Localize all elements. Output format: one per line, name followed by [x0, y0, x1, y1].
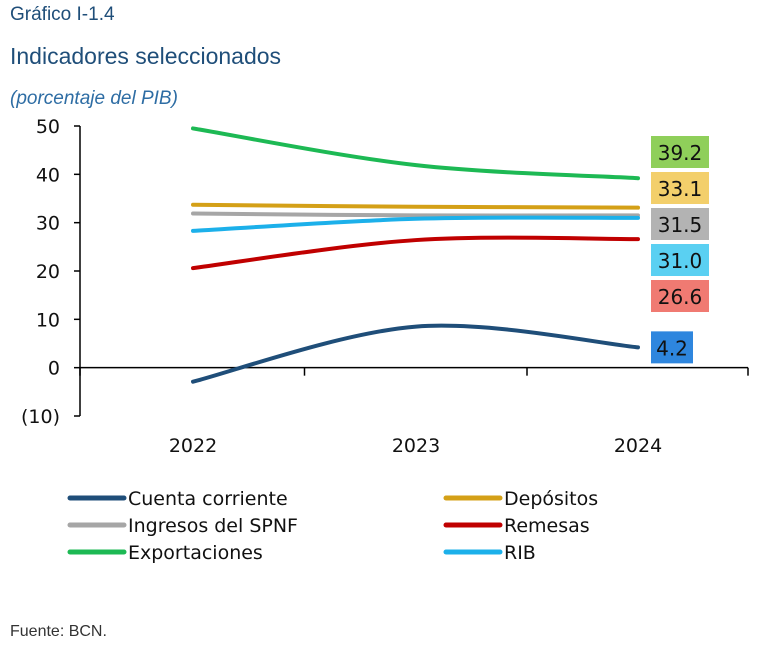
x-tick-label: 2022 [169, 435, 217, 457]
end-label-group: 26.6 [651, 280, 709, 312]
x-tick-label: 2023 [392, 435, 440, 457]
end-label-group: 31.0 [651, 244, 709, 276]
end-label-value: 39.2 [658, 141, 703, 165]
series-line-ingresos-del-spnf [191, 211, 640, 218]
y-tick-label: 10 [36, 309, 60, 331]
chart-subtitle: (porcentaje del PIB) [10, 88, 178, 109]
end-label-box [651, 331, 693, 364]
source-note: Fuente: BCN. [10, 623, 107, 640]
y-tick-label: 20 [36, 261, 60, 283]
chart-series [191, 126, 640, 384]
y-tick-label: 30 [36, 213, 60, 235]
legend-item: Exportaciones [67, 542, 263, 564]
end-label-box [651, 208, 709, 240]
chart-legend: Cuenta corriente Ingresos del SPNF Exporta… [67, 488, 598, 564]
series-line-cuenta-corriente [191, 323, 640, 384]
end-label-value: 4.2 [656, 336, 688, 360]
legend-label: Remesas [504, 515, 590, 537]
legend-label: Exportaciones [128, 542, 263, 564]
y-tick-label: 0 [48, 358, 60, 380]
chart-axes: (10) 0 10 20 30 40 50 2022 2023 2024 [21, 116, 749, 457]
line-chart: (10) 0 10 20 30 40 50 2022 2023 2024 39.2 33.1 31.5… [21, 116, 749, 564]
legend-item: Remesas [443, 515, 590, 537]
x-tick-label: 2024 [614, 435, 662, 457]
end-label-box [651, 172, 709, 204]
chart-title: Indicadores seleccionados [10, 43, 282, 69]
end-label-value: 33.1 [658, 177, 703, 201]
end-label-group: 33.1 [651, 172, 709, 204]
y-tick-label: (10) [21, 406, 60, 428]
value-labels: 39.2 33.1 31.5 31.0 26.6 4.2 [651, 136, 709, 364]
end-label-group: 31.5 [651, 208, 709, 240]
end-label-value: 31.0 [658, 249, 703, 273]
end-label-value: 31.5 [658, 213, 703, 237]
legend-item: Cuenta corriente [67, 488, 288, 510]
legend-label: RIB [504, 542, 536, 564]
series-line-exportaciones [191, 126, 640, 181]
series-line-rib [191, 215, 640, 233]
legend-item: RIB [443, 542, 536, 564]
end-label-group: 4.2 [651, 331, 693, 364]
end-label-box [651, 280, 709, 312]
series-line-remesas [191, 235, 640, 271]
series-line-depositos [191, 202, 640, 210]
end-label-group: 39.2 [651, 136, 709, 168]
end-label-value: 26.6 [658, 285, 703, 309]
y-tick-label: 40 [36, 164, 60, 186]
legend-label: Depósitos [504, 488, 598, 510]
legend-item: Depósitos [443, 488, 598, 510]
legend-label: Ingresos del SPNF [128, 515, 298, 537]
legend-label: Cuenta corriente [128, 488, 288, 510]
legend-item: Ingresos del SPNF [67, 515, 298, 537]
end-label-box [651, 244, 709, 276]
y-tick-label: 50 [36, 116, 60, 138]
end-label-box [651, 136, 709, 168]
chart-label: Gráfico I-1.4 [10, 4, 115, 25]
